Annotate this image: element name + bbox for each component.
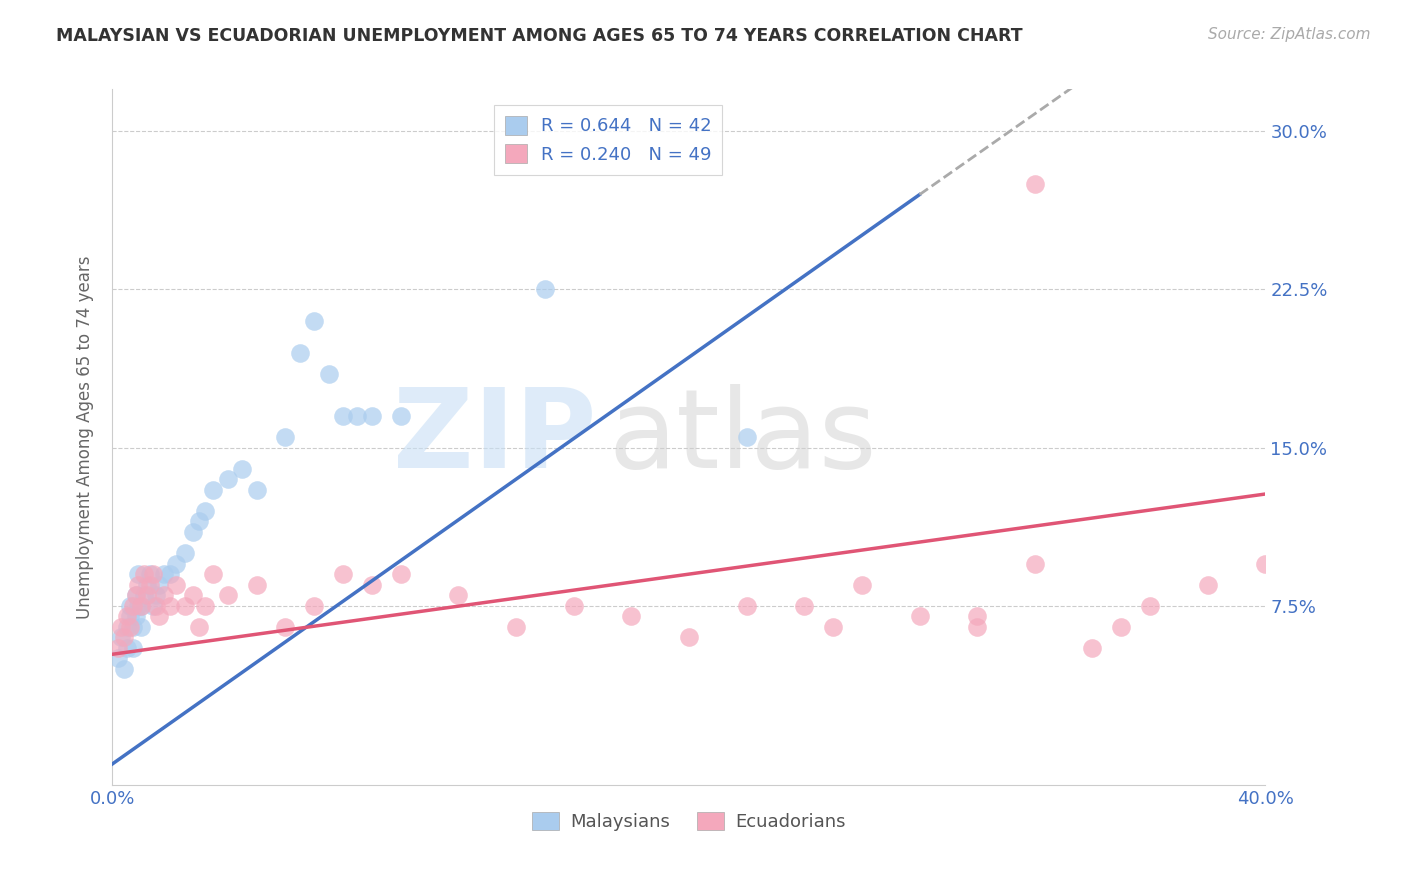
Point [194,599,217,613]
Point [793,599,815,613]
Point [274,620,297,634]
Point [148,609,170,624]
Point [360,577,382,591]
Point [217,588,239,602]
Point [304,314,326,328]
Y-axis label: Unemployment Among Ages 65 to 74 years: Unemployment Among Ages 65 to 74 years [76,255,94,619]
Point [1024,177,1046,191]
Point [129,599,153,613]
Point [145,588,167,602]
Point [181,588,204,602]
Point [165,557,187,571]
Text: atlas: atlas [609,384,877,491]
Point [735,430,758,444]
Point [121,640,143,655]
Point [134,567,156,582]
Point [134,588,156,602]
Point [112,631,135,645]
Point [121,620,143,634]
Point [110,631,132,645]
Point [304,599,326,613]
Point [274,430,297,444]
Point [1111,620,1133,634]
Point [124,588,146,602]
Point [107,640,129,655]
Point [121,599,143,613]
Point [145,599,167,613]
Point [1024,557,1046,571]
Point [142,599,165,613]
Point [447,588,470,602]
Point [332,567,354,582]
Point [107,651,129,665]
Point [127,577,149,591]
Text: MALAYSIAN VS ECUADORIAN UNEMPLOYMENT AMONG AGES 65 TO 74 YEARS CORRELATION CHART: MALAYSIAN VS ECUADORIAN UNEMPLOYMENT AMO… [56,27,1024,45]
Point [246,577,269,591]
Point [217,472,239,486]
Point [360,409,382,423]
Point [966,609,988,624]
Text: Source: ZipAtlas.com: Source: ZipAtlas.com [1208,27,1371,42]
Point [562,599,585,613]
Point [115,609,138,624]
Point [139,577,162,591]
Point [159,567,181,582]
Point [115,640,138,655]
Point [110,620,132,634]
Point [534,283,557,297]
Point [1081,640,1104,655]
Point [288,345,311,359]
Point [159,599,181,613]
Point [735,599,758,613]
Point [124,609,146,624]
Point [139,567,162,582]
Point [129,599,153,613]
Point [118,620,141,634]
Legend: Malaysians, Ecuadorians: Malaysians, Ecuadorians [524,805,853,838]
Point [142,567,165,582]
Point [620,609,643,624]
Point [112,662,135,676]
Point [389,409,412,423]
Point [188,515,211,529]
Point [148,577,170,591]
Point [966,620,988,634]
Point [202,483,225,497]
Point [124,588,146,602]
Point [231,461,253,475]
Point [173,599,195,613]
Point [246,483,269,497]
Point [127,567,149,582]
Point [821,620,844,634]
Point [115,620,138,634]
Point [188,620,211,634]
Point [389,567,412,582]
Point [136,577,159,591]
Point [118,599,141,613]
Point [1139,599,1161,613]
Point [505,620,527,634]
Point [1254,557,1277,571]
Point [1197,577,1219,591]
Point [153,588,176,602]
Point [194,504,217,518]
Point [181,524,204,539]
Point [136,588,159,602]
Point [153,567,176,582]
Point [346,409,368,423]
Point [127,599,149,613]
Point [165,577,187,591]
Point [908,609,931,624]
Text: ZIP: ZIP [394,384,596,491]
Point [318,367,340,381]
Point [118,609,141,624]
Point [851,577,873,591]
Point [173,546,195,560]
Point [678,631,700,645]
Point [129,620,153,634]
Point [202,567,225,582]
Point [332,409,354,423]
